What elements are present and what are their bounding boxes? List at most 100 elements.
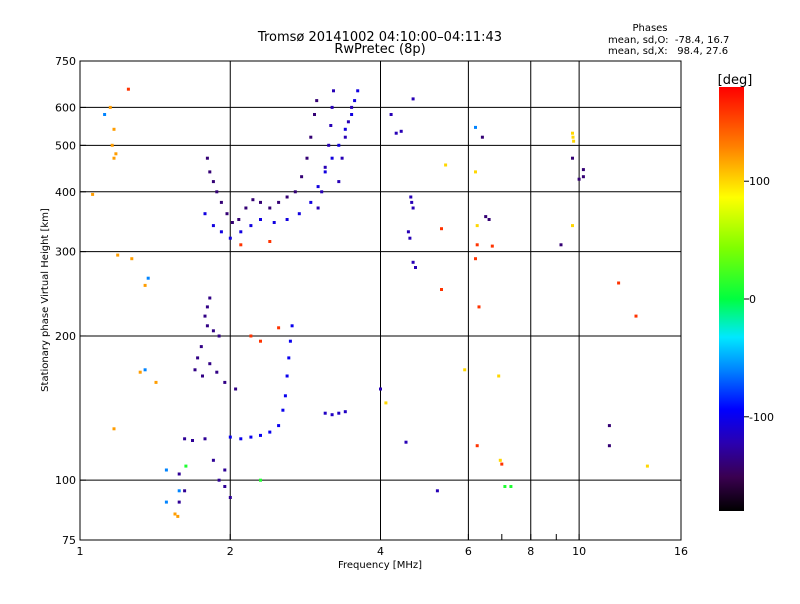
- data-point: [208, 362, 212, 366]
- y-tick-label: 75: [62, 534, 76, 547]
- data-point: [239, 243, 243, 247]
- data-point: [477, 305, 481, 309]
- data-point: [399, 129, 403, 133]
- data-point: [228, 435, 232, 439]
- data-point: [215, 190, 219, 194]
- data-point: [337, 411, 341, 415]
- data-point: [205, 305, 209, 309]
- data-point: [249, 435, 253, 439]
- data-point: [103, 113, 107, 116]
- colorbar-tick-label: 100: [749, 175, 770, 188]
- data-point: [337, 143, 341, 147]
- data-point: [228, 236, 232, 240]
- data-point: [474, 257, 477, 261]
- data-point: [340, 156, 344, 160]
- data-point: [277, 424, 281, 428]
- data-point: [177, 489, 181, 493]
- data-point: [208, 170, 212, 174]
- data-point: [219, 230, 223, 234]
- x-axis-ticks: 1 2 4 6 8 10 16: [77, 534, 688, 558]
- data-point: [379, 387, 382, 391]
- data-point: [217, 478, 221, 482]
- data-point: [143, 283, 147, 287]
- x-tick-label: 6: [465, 545, 472, 558]
- x-tick-label: 4: [377, 545, 384, 558]
- data-point: [203, 314, 207, 318]
- data-point: [394, 131, 398, 135]
- data-point: [177, 500, 181, 504]
- legend-line-o: mean, sd,O: -78.4, 16.7: [608, 35, 729, 46]
- data-point: [503, 485, 507, 488]
- data-point: [259, 478, 262, 482]
- data-point: [490, 244, 494, 248]
- data-point: [268, 430, 272, 434]
- data-point: [154, 380, 158, 384]
- data-point: [389, 113, 393, 116]
- data-point: [205, 324, 209, 328]
- data-point: [268, 206, 272, 210]
- data-point: [350, 113, 354, 116]
- data-point: [411, 206, 415, 210]
- data-point: [249, 334, 253, 338]
- data-point: [116, 253, 120, 257]
- data-point: [223, 380, 227, 384]
- x-tick-label: 10: [572, 545, 586, 558]
- data-point: [309, 200, 313, 204]
- data-point: [223, 468, 227, 472]
- data-point: [498, 458, 502, 462]
- data-point: [320, 190, 324, 194]
- data-point: [435, 489, 439, 493]
- data-point: [410, 200, 414, 204]
- data-point: [259, 200, 262, 204]
- data-point: [571, 131, 574, 135]
- data-point: [251, 198, 255, 202]
- data-point: [277, 326, 281, 330]
- data-point: [384, 401, 388, 405]
- data-point: [440, 288, 443, 291]
- data-point: [474, 125, 477, 129]
- data-point: [228, 496, 232, 499]
- data-point: [500, 462, 504, 466]
- data-point: [581, 168, 585, 172]
- data-point: [203, 212, 207, 216]
- data-point: [343, 135, 347, 139]
- data-point: [475, 444, 479, 448]
- data-point: [199, 345, 203, 349]
- data-point: [300, 175, 304, 179]
- data-point: [112, 427, 116, 431]
- data-point: [571, 135, 575, 139]
- data-point: [277, 200, 281, 204]
- x-tick-label: 1: [77, 545, 84, 558]
- colorbar-tick-label: 0: [749, 293, 756, 306]
- y-tick-label: 300: [55, 246, 76, 259]
- data-point: [287, 356, 291, 360]
- data-point: [343, 127, 347, 131]
- data-point: [315, 99, 319, 103]
- data-point: [285, 195, 289, 199]
- data-point: [177, 472, 181, 476]
- data-point: [474, 170, 477, 174]
- data-point: [327, 143, 331, 147]
- data-point: [406, 230, 410, 234]
- data-point: [571, 156, 574, 160]
- data-point: [143, 368, 147, 372]
- data-point: [176, 514, 180, 518]
- data-point: [309, 135, 313, 139]
- data-point: [239, 230, 243, 234]
- data-point: [183, 437, 187, 441]
- data-point: [411, 260, 415, 264]
- data-point: [239, 437, 243, 441]
- data-point: [249, 224, 253, 228]
- data-point: [645, 464, 649, 468]
- data-point: [571, 224, 574, 228]
- data-point: [356, 89, 360, 93]
- data-point: [316, 185, 320, 189]
- data-point: [91, 192, 95, 196]
- data-point: [184, 464, 188, 468]
- data-point: [259, 433, 262, 437]
- data-point: [634, 314, 638, 318]
- y-tick-label: 200: [55, 330, 76, 343]
- data-point: [196, 356, 200, 360]
- data-point: [193, 368, 197, 372]
